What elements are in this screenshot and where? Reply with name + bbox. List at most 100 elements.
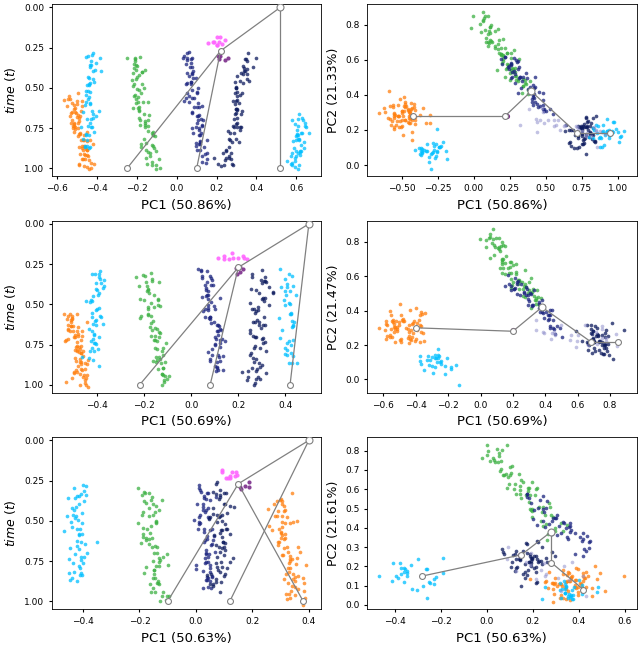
- Point: [280, 570, 291, 580]
- Point: [597, 321, 607, 332]
- Point: [152, 575, 163, 586]
- Point: [290, 153, 300, 163]
- Point: [205, 312, 215, 323]
- Point: [589, 336, 599, 346]
- Point: [85, 86, 95, 97]
- Point: [187, 108, 197, 118]
- Point: [399, 97, 410, 107]
- Point: [232, 268, 242, 279]
- Point: [553, 573, 563, 583]
- Point: [600, 586, 610, 596]
- Point: [573, 330, 583, 340]
- Point: [72, 309, 82, 319]
- Point: [260, 276, 270, 286]
- Point: [442, 154, 452, 164]
- Point: [556, 527, 566, 538]
- Point: [209, 530, 219, 540]
- Point: [186, 58, 196, 68]
- Point: [398, 316, 408, 327]
- Point: [516, 550, 526, 560]
- Point: [531, 113, 541, 124]
- Point: [513, 88, 524, 98]
- Point: [211, 489, 221, 499]
- Point: [577, 128, 587, 138]
- Point: [154, 354, 164, 364]
- Point: [85, 135, 95, 145]
- Point: [517, 87, 527, 98]
- Point: [92, 537, 102, 547]
- Point: [204, 303, 214, 314]
- Point: [241, 54, 251, 64]
- Point: [140, 568, 150, 578]
- Point: [603, 339, 613, 349]
- Point: [574, 142, 584, 152]
- Point: [243, 372, 253, 382]
- Point: [564, 124, 574, 135]
- Point: [61, 377, 71, 388]
- Point: [232, 71, 243, 81]
- Point: [147, 298, 157, 308]
- Point: [214, 493, 224, 503]
- Point: [81, 97, 91, 108]
- Point: [285, 380, 295, 390]
- Point: [244, 327, 255, 338]
- Point: [73, 331, 83, 341]
- Point: [426, 149, 436, 159]
- Point: [297, 128, 307, 138]
- Point: [539, 507, 549, 518]
- Point: [538, 516, 548, 526]
- Point: [598, 349, 609, 360]
- Point: [186, 54, 196, 64]
- Point: [82, 162, 92, 172]
- Point: [191, 73, 202, 83]
- Point: [214, 542, 224, 552]
- Point: [282, 282, 292, 292]
- Point: [385, 305, 396, 316]
- Point: [280, 529, 291, 539]
- Point: [93, 343, 103, 354]
- Point: [440, 146, 451, 157]
- Point: [133, 91, 143, 102]
- Point: [248, 62, 258, 73]
- Point: [81, 481, 91, 491]
- Point: [242, 253, 252, 264]
- Point: [221, 473, 231, 483]
- Point: [387, 576, 397, 586]
- Point: [88, 329, 99, 339]
- Point: [524, 284, 534, 295]
- Point: [289, 143, 300, 153]
- Point: [518, 71, 529, 82]
- Point: [74, 142, 84, 152]
- Point: [573, 564, 584, 574]
- Point: [499, 240, 509, 250]
- Point: [578, 121, 588, 132]
- Point: [147, 128, 157, 139]
- Point: [203, 305, 213, 316]
- Point: [405, 113, 415, 124]
- Point: [580, 567, 591, 577]
- Point: [465, 23, 476, 33]
- Point: [152, 542, 163, 552]
- Point: [501, 469, 511, 479]
- Point: [500, 241, 511, 251]
- Point: [387, 115, 397, 126]
- Point: [405, 106, 415, 116]
- Point: [552, 115, 563, 126]
- Point: [559, 517, 570, 527]
- Point: [568, 143, 579, 154]
- Point: [203, 512, 213, 522]
- Point: [93, 272, 104, 282]
- Point: [582, 337, 593, 347]
- Point: [220, 545, 230, 555]
- Point: [495, 246, 506, 256]
- Point: [503, 262, 513, 273]
- Point: [149, 586, 159, 597]
- Point: [426, 577, 436, 588]
- Point: [403, 104, 413, 115]
- Point: [593, 330, 603, 341]
- Point: [274, 537, 284, 548]
- Point: [582, 117, 592, 128]
- Point: [415, 110, 425, 121]
- Point: [588, 333, 598, 343]
- Point: [154, 332, 164, 342]
